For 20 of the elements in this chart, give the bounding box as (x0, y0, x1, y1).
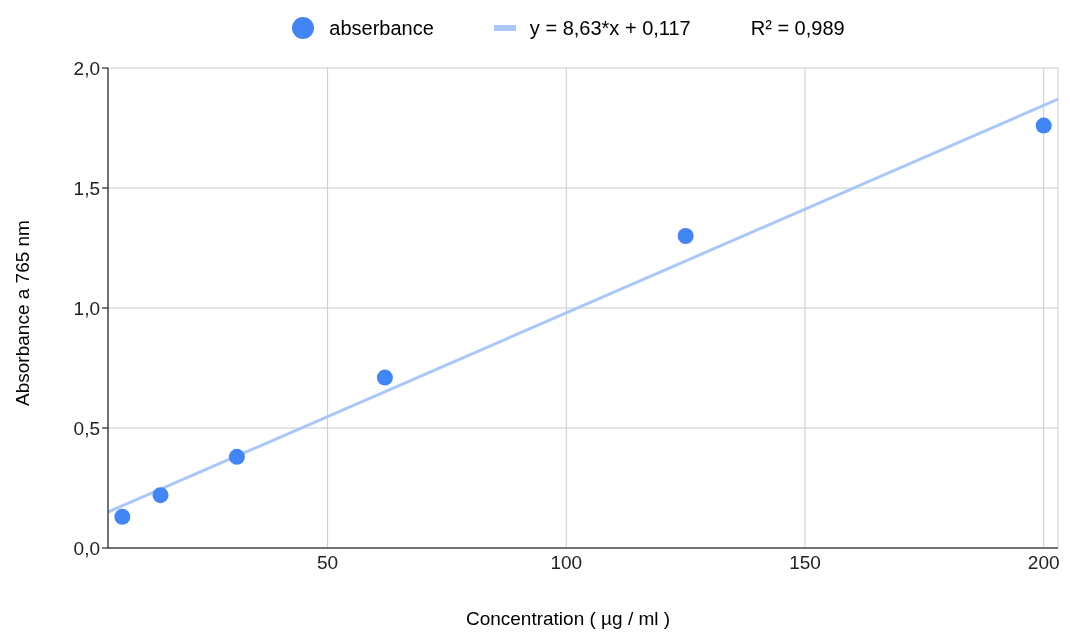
y-tick-label: 0,5 (73, 417, 100, 439)
x-tick-label: 150 (789, 552, 821, 574)
y-axis-title: Absorbance a 765 nm (12, 220, 34, 406)
x-tick-label: 100 (550, 552, 583, 574)
point (1035, 117, 1052, 134)
point (677, 228, 694, 244)
x-tick-label: 200 (1027, 552, 1060, 574)
point (114, 508, 131, 525)
legend-label: abserbance (329, 16, 434, 40)
legend-label: y = 8,63*x + 0,117 (529, 16, 691, 40)
point (376, 369, 393, 386)
point (152, 487, 169, 504)
y-tick-label: 1,5 (73, 177, 100, 199)
point (228, 448, 245, 465)
y-tick-label: 2,0 (73, 57, 100, 79)
text: R² = 0,989 (750, 16, 845, 40)
x-tick-label: 50 (317, 552, 339, 574)
y-tick-label: 0,0 (73, 537, 100, 559)
y-tick-label: 1,0 (73, 297, 100, 319)
x-axis-title: Concentration ( µg / ml ) (464, 608, 672, 630)
